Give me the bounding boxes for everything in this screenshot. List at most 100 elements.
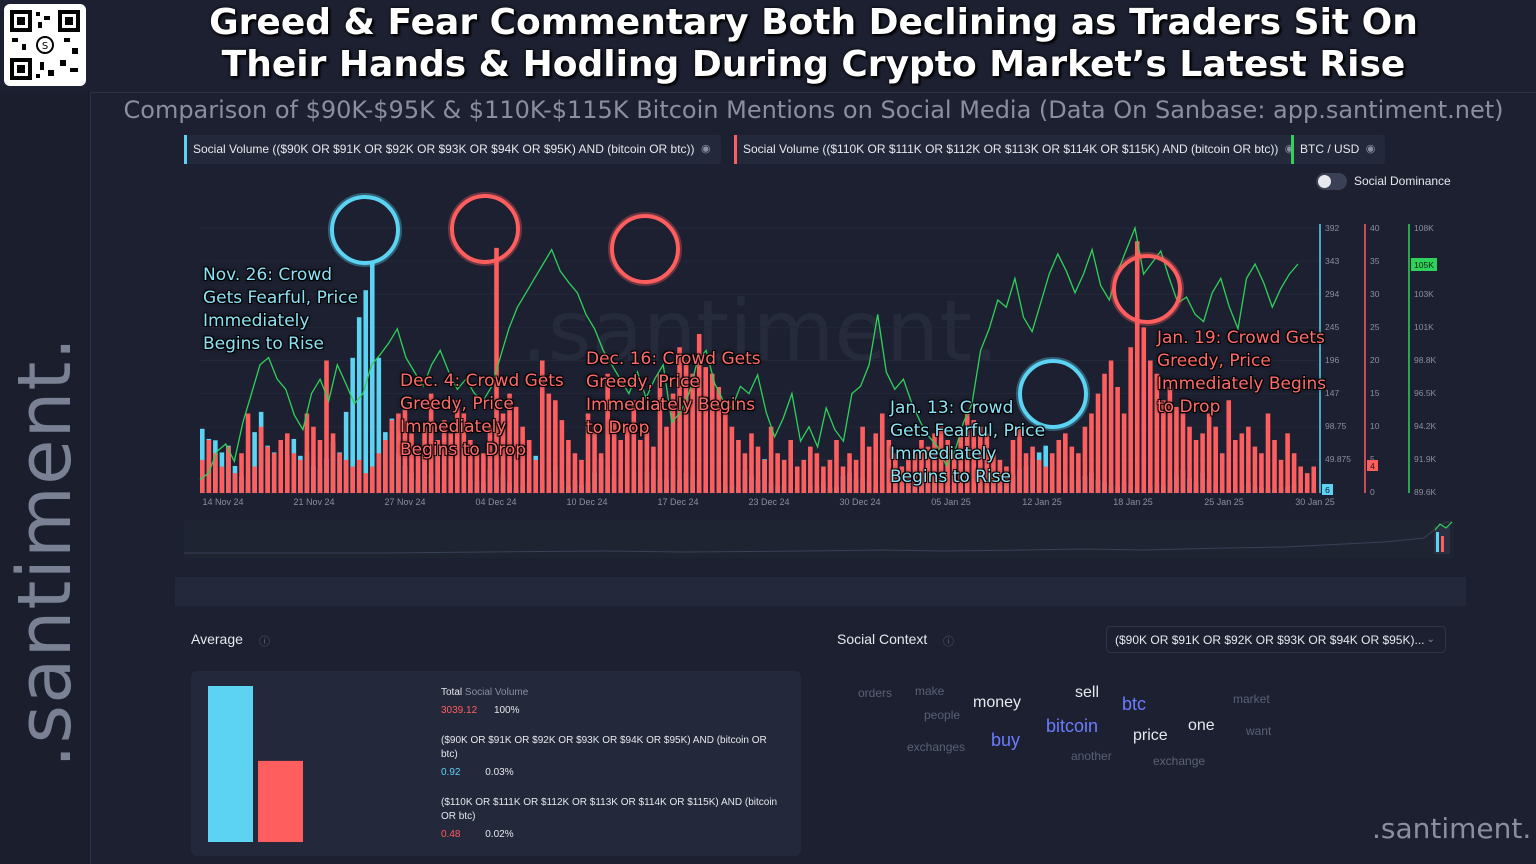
bar-red <box>801 459 807 493</box>
bar-red <box>311 426 316 493</box>
bar-red <box>284 433 290 493</box>
social-context-select[interactable]: ($90K OR $91K OR $92K OR $93K OR $94K OR… <box>1106 626 1446 653</box>
word-cloud-term[interactable]: people <box>924 708 961 722</box>
bar-red <box>768 426 774 493</box>
bar-red <box>271 453 277 493</box>
bar-red <box>396 413 401 493</box>
highlight-circle-glow <box>1016 357 1090 431</box>
bar-red <box>389 420 395 493</box>
title-line-2: Their Hands & Hodling During Crypto Mark… <box>221 44 1406 85</box>
y-tick-red: 25 <box>1370 322 1380 332</box>
bar-red <box>834 440 839 493</box>
bar-red <box>1108 360 1114 493</box>
legend-item-red[interactable]: Social Volume (($110K OR $111K OR $112K … <box>734 135 1305 164</box>
bar-red <box>1030 446 1035 493</box>
total-label: Total <box>441 687 463 698</box>
y-tick-red: 40 <box>1370 223 1380 233</box>
total-pct: 100% <box>493 705 520 716</box>
bar-red <box>454 400 460 493</box>
bar-red <box>1004 466 1009 493</box>
word-cloud-term[interactable]: exchanges <box>907 740 966 754</box>
bar-red <box>631 400 637 493</box>
bar-red <box>592 426 597 493</box>
bar-red <box>252 466 257 493</box>
word-cloud-term[interactable]: sell <box>1075 684 1100 701</box>
watermark: .santiment. <box>521 282 999 380</box>
word-cloud-term[interactable]: buy <box>991 730 1021 750</box>
social-dominance-toggle[interactable]: Social Dominance <box>1316 171 1451 191</box>
bar-red <box>723 413 728 493</box>
info-icon[interactable]: ⓘ <box>943 636 954 648</box>
bar-red <box>500 413 506 493</box>
bar-red <box>886 440 892 493</box>
x-tick-label: 10 Dec 24 <box>566 497 607 507</box>
word-cloud-term[interactable]: market <box>1233 692 1270 706</box>
legend-item-btc[interactable]: BTC / USD ◉ <box>1291 135 1386 164</box>
bar-red <box>808 446 813 493</box>
bar-red <box>1252 446 1258 493</box>
word-cloud-term[interactable]: price <box>1133 727 1168 744</box>
bar-red <box>1148 360 1153 493</box>
bar-red <box>906 459 911 493</box>
bar-red <box>827 459 833 493</box>
highlight-circle <box>330 195 400 265</box>
word-cloud-term[interactable]: exchange <box>1153 754 1206 768</box>
bar-red <box>1265 413 1271 493</box>
word-cloud-term[interactable]: want <box>1246 724 1272 738</box>
bar-red <box>376 453 382 493</box>
bar-red <box>226 446 231 493</box>
annotation-dec-16: Dec. 16: Crowd Gets Greedy, Price Immedi… <box>586 349 761 438</box>
bar-red <box>1259 453 1264 493</box>
word-cloud-term[interactable]: money <box>973 694 1022 711</box>
range-navigator[interactable] <box>184 520 1454 558</box>
legend-label-btc: BTC / USD <box>1300 142 1360 156</box>
bar-red <box>1167 387 1173 493</box>
bar-red <box>1017 426 1022 493</box>
word-cloud-term[interactable]: another <box>1071 749 1112 763</box>
y-tick-red: 20 <box>1370 355 1380 365</box>
bar-red <box>860 426 865 493</box>
bar-red <box>703 367 709 493</box>
bar-red <box>1180 413 1186 493</box>
section-band <box>175 577 1466 606</box>
legend-color-green <box>1291 135 1294 164</box>
row-values-blue: 0.92 0.03% <box>441 766 514 780</box>
info-icon[interactable]: ⓘ <box>259 636 270 648</box>
legend-item-blue[interactable]: Social Volume (($90K OR $91K OR $92K OR … <box>184 135 721 164</box>
bar-red <box>441 420 447 493</box>
bar-red <box>481 453 486 493</box>
bar-red <box>533 459 539 493</box>
bar-red <box>899 466 905 493</box>
bar-red <box>1049 453 1055 493</box>
y-tick-blue: 392 <box>1325 223 1339 233</box>
word-cloud-term[interactable]: bitcoin <box>1046 716 1099 736</box>
bar-red <box>951 453 957 493</box>
bar-red <box>304 413 310 493</box>
bar-red <box>487 426 493 493</box>
bar-red <box>350 466 355 493</box>
bar-red <box>729 426 735 493</box>
y-tick-btc: 91.9K <box>1414 454 1437 464</box>
y-tick-blue: 196 <box>1325 355 1339 365</box>
eye-icon[interactable]: ◉ <box>700 143 711 155</box>
legend-label-red: Social Volume (($110K OR $111K OR $112K … <box>743 142 1279 156</box>
word-cloud-term[interactable]: make <box>915 684 945 698</box>
eye-icon[interactable]: ◉ <box>1365 143 1376 155</box>
bar-red <box>821 466 826 493</box>
word-cloud-term[interactable]: btc <box>1122 694 1147 714</box>
bar-red <box>546 393 552 493</box>
word-cloud-term[interactable]: one <box>1188 717 1215 734</box>
legend-color-red <box>734 135 737 164</box>
bar-red <box>553 400 558 493</box>
annotation-dec-4: Dec. 4: Crowd Gets Greedy, Price Immedia… <box>400 371 564 460</box>
eye-icon[interactable]: ◉ <box>1284 143 1295 155</box>
word-cloud-term[interactable]: orders <box>858 686 893 700</box>
legend-label-blue: Social Volume (($90K OR $91K OR $92K OR … <box>193 142 695 156</box>
bar-red <box>474 446 480 493</box>
legend-color-blue <box>184 135 187 164</box>
bar-red <box>644 426 650 493</box>
bar-red <box>1076 453 1081 493</box>
bar-red <box>1161 400 1166 493</box>
toggle-switch[interactable] <box>1316 173 1347 191</box>
bar-red <box>291 453 297 493</box>
